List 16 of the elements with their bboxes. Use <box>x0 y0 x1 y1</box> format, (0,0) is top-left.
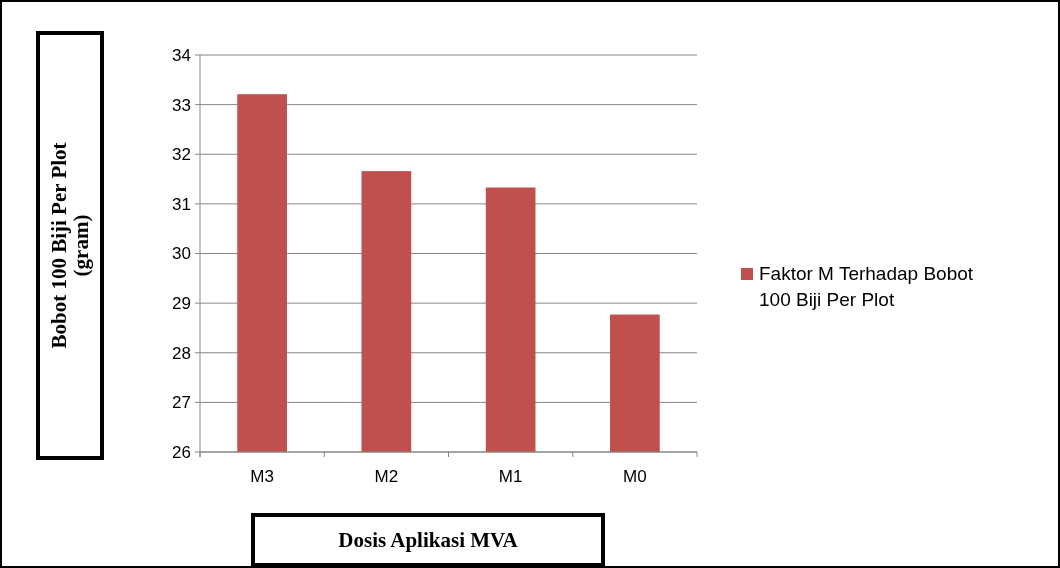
y-axis-title: Bobot 100 Biji Per Plot (gram) <box>47 142 93 349</box>
x-tick-label: M2 <box>374 467 399 486</box>
x-tick-label: M1 <box>498 467 523 486</box>
x-tick-label: M3 <box>250 467 274 486</box>
y-tick-label: 30 <box>172 244 191 264</box>
y-tick-label: 33 <box>172 95 191 115</box>
legend-label: Faktor M Terhadap Bobot 100 Biji Per Plot <box>759 263 974 310</box>
y-tick-label: 28 <box>172 343 191 363</box>
y-tick-label: 27 <box>172 393 191 413</box>
x-axis-title: Dosis Aplikasi MVA <box>338 528 519 552</box>
x-tick-label: M0 <box>623 467 647 486</box>
y-tick-label: 26 <box>172 442 191 462</box>
y-tick-label: 29 <box>172 294 191 314</box>
y-tick-label: 34 <box>172 45 191 65</box>
y-tick-label: 31 <box>172 194 191 214</box>
y-tick-label: 32 <box>172 145 191 165</box>
